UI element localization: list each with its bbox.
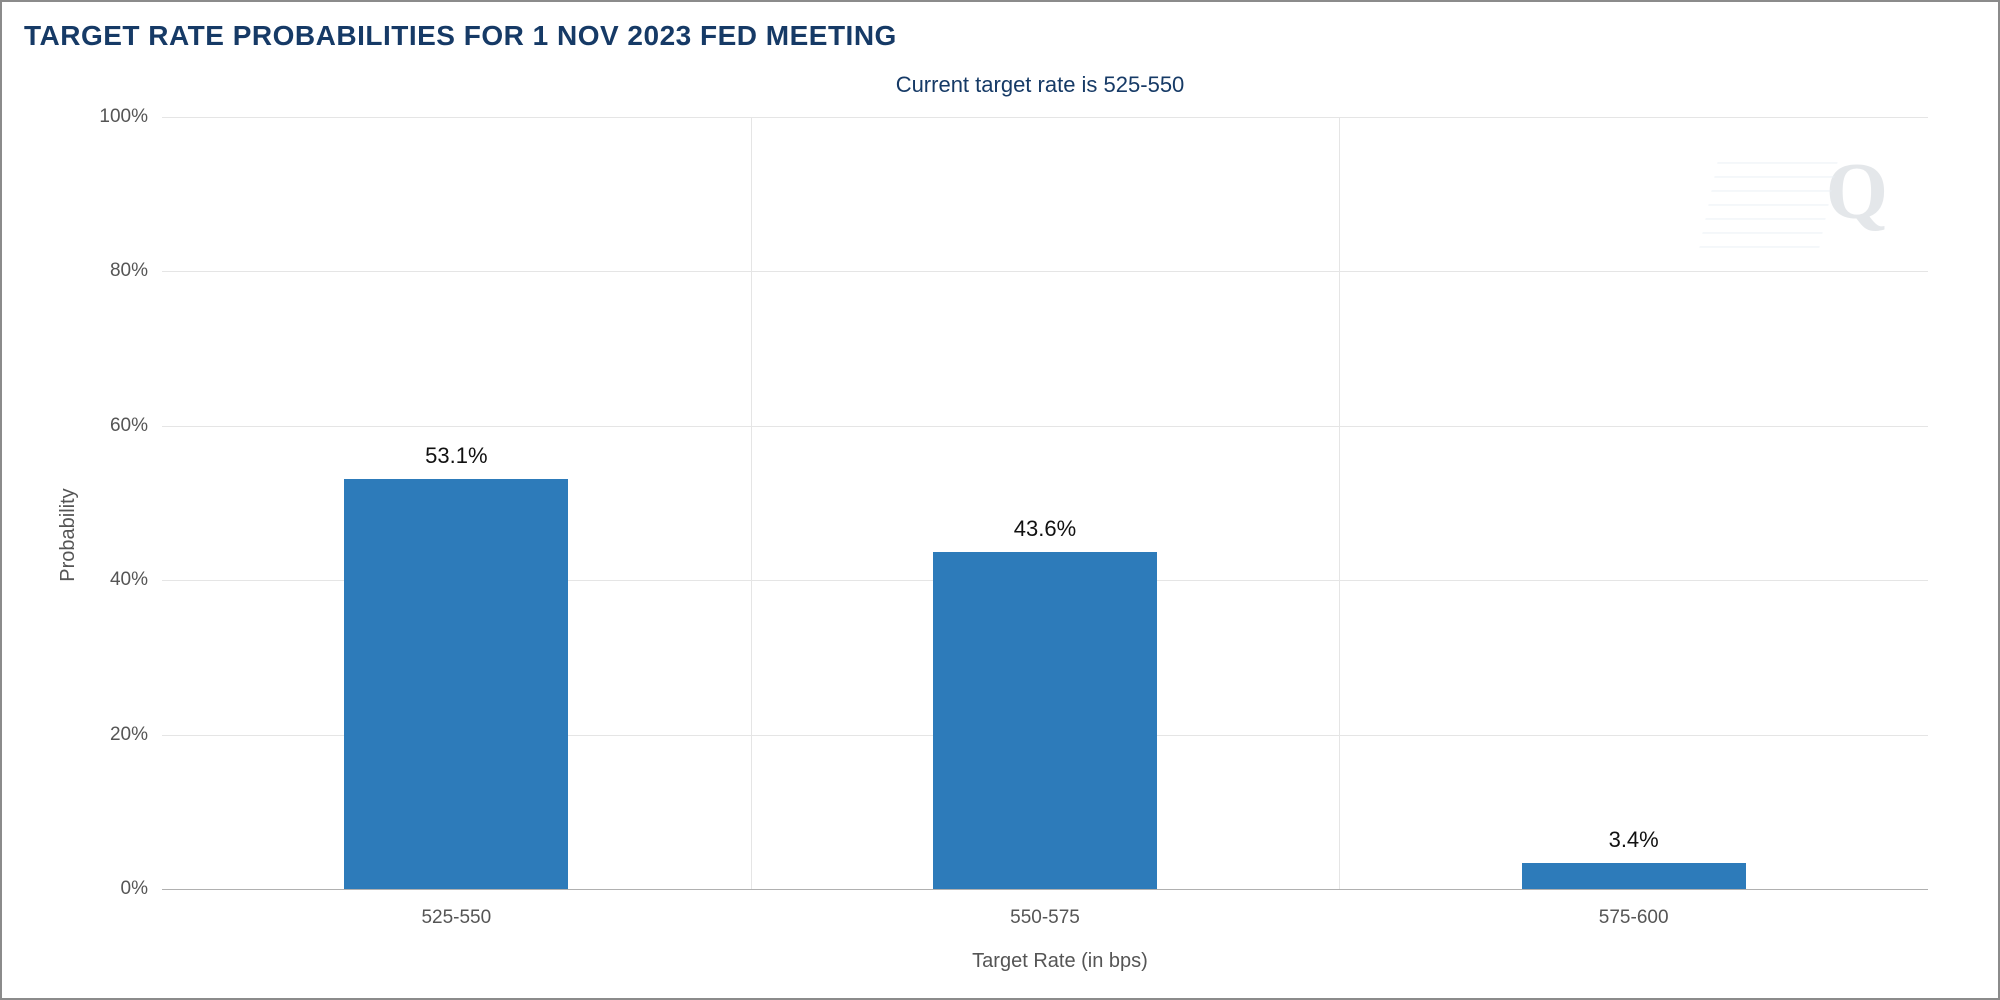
x-tick-label: 550-575: [1010, 907, 1080, 929]
y-tick-label: 100%: [99, 106, 148, 128]
bar-value-label: 3.4%: [1609, 827, 1659, 853]
y-axis-title: Probability: [57, 488, 80, 581]
bar: 53.1%: [344, 479, 568, 889]
plot-area: Q 0%20%40%60%80%100%525-55053.1%550-5754…: [162, 117, 1928, 890]
watermark-icon: Q: [1826, 152, 1888, 232]
gridline: [162, 271, 1928, 272]
vertical-gridline: [751, 117, 752, 889]
y-tick-label: 40%: [110, 569, 148, 591]
x-tick-label: 525-550: [421, 907, 491, 929]
vertical-gridline: [1339, 117, 1340, 889]
gridline: [162, 426, 1928, 427]
y-tick-label: 0%: [121, 878, 148, 900]
chart-subtitle: Current target rate is 525-550: [104, 72, 1976, 98]
y-tick-label: 20%: [110, 724, 148, 746]
bar: 43.6%: [933, 552, 1157, 889]
bar-value-label: 43.6%: [1014, 516, 1076, 542]
x-tick-label: 575-600: [1599, 907, 1669, 929]
y-tick-label: 60%: [110, 415, 148, 437]
bar-value-label: 53.1%: [425, 443, 487, 469]
chart-title: TARGET RATE PROBABILITIES FOR 1 NOV 2023…: [24, 20, 1976, 52]
chart-area: Probability Target Rate (in bps) Q 0%20%…: [62, 102, 1968, 968]
bar: 3.4%: [1522, 863, 1746, 889]
x-axis-title: Target Rate (in bps): [152, 950, 1968, 973]
gridline: [162, 117, 1928, 118]
chart-frame: TARGET RATE PROBABILITIES FOR 1 NOV 2023…: [0, 0, 2000, 1000]
y-tick-label: 80%: [110, 260, 148, 282]
